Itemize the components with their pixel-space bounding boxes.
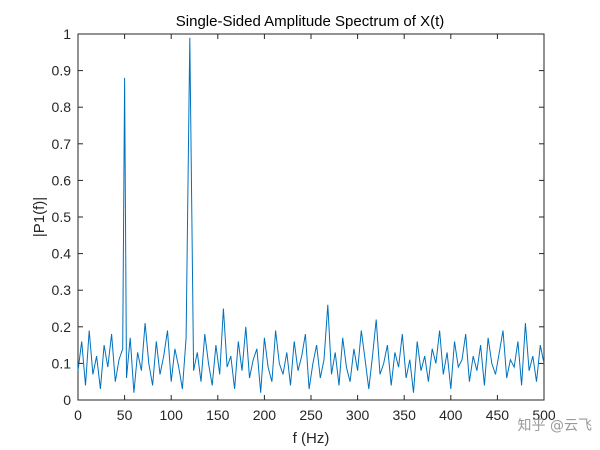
x-tick-label: 300 — [346, 407, 370, 423]
spectrum-series-line — [77, 37, 545, 393]
x-tick-label: 450 — [486, 407, 510, 423]
x-tick-label: 400 — [439, 407, 463, 423]
chart-title: Single-Sided Amplitude Spectrum of X(t) — [176, 13, 444, 30]
y-axis-label: |P1(f)| — [31, 197, 48, 237]
y-tick-label: 0 — [63, 392, 71, 408]
x-tick-label: 150 — [206, 407, 230, 423]
x-tick-label: 100 — [160, 407, 184, 423]
y-tick-label: 0.9 — [52, 63, 72, 79]
x-tick-label: 500 — [532, 407, 556, 423]
x-tick-label: 350 — [393, 407, 417, 423]
y-tick-label: 0.6 — [52, 172, 72, 188]
y-tick-label: 0.3 — [52, 282, 72, 298]
axes-box — [77, 33, 545, 401]
watermark-text: 知乎 @云飞 — [518, 417, 592, 434]
x-tick-label: 200 — [253, 407, 277, 423]
x-tick-label: 50 — [117, 407, 133, 423]
y-tick-label: 1 — [63, 26, 71, 42]
x-tick-label: 0 — [74, 407, 82, 423]
x-tick-label: 250 — [299, 407, 323, 423]
y-tick-label: 0.7 — [52, 136, 72, 152]
y-tick-label: 0.2 — [52, 319, 72, 335]
x-axis-label: f (Hz) — [293, 430, 330, 447]
y-tick-label: 0.8 — [52, 99, 72, 115]
y-tick-label: 0.4 — [52, 246, 72, 262]
y-tick-label: 0.5 — [52, 209, 72, 225]
axis-tick-labels: 0 50 100 150 200 250 300 350 400 450 500 0 0.1 0.2 0.3… — [52, 26, 556, 423]
plot-area: 0 50 100 150 200 250 300 350 400 450 500 0 0.1 0.2 0.3… — [52, 26, 556, 423]
y-tick-label: 0.1 — [52, 355, 72, 371]
axis-ticks — [77, 33, 545, 401]
